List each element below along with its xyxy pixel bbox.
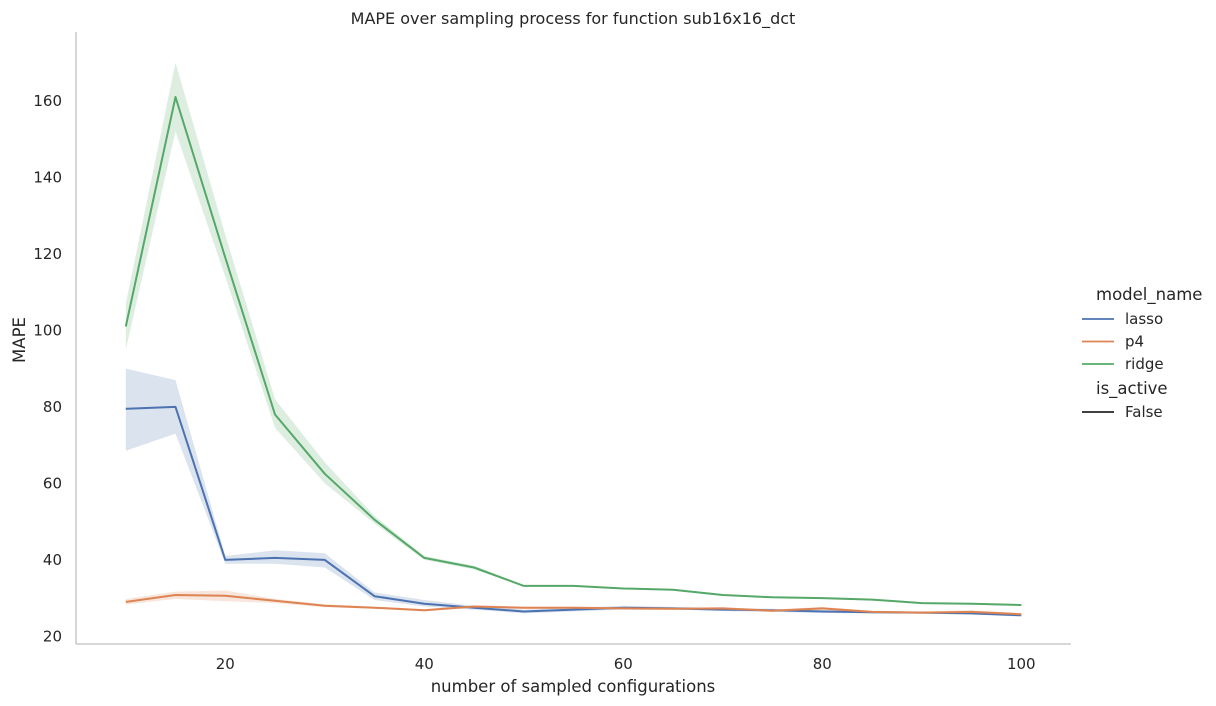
y-tick-label: 40 <box>43 551 62 569</box>
axes <box>75 32 1071 645</box>
y-tick-label: 100 <box>33 321 62 339</box>
chart-title: MAPE over sampling process for function … <box>351 9 796 29</box>
legend-label-ridge: ridge <box>1125 355 1164 373</box>
y-tick-label: 140 <box>33 168 62 186</box>
y-tick-label: 120 <box>33 245 62 263</box>
x-tick-label: 40 <box>415 655 434 673</box>
y-tick-labels: 20 40 60 80 100 120 140 160 <box>33 92 62 646</box>
legend-style-label: False <box>1125 403 1163 421</box>
x-tick-label: 100 <box>1007 655 1036 673</box>
y-tick-label: 80 <box>43 398 62 416</box>
y-axis-title: MAPE <box>10 317 29 363</box>
series-lines <box>124 96 1022 617</box>
y-tick-label: 160 <box>33 92 62 110</box>
line-lasso <box>125 405 1022 617</box>
y-tick-label: 60 <box>43 474 62 492</box>
legend-hue-title: model_name <box>1096 285 1202 305</box>
line-ridge <box>124 96 1022 606</box>
x-tick-label: 60 <box>614 655 633 673</box>
confidence-bands <box>125 62 1022 617</box>
x-tick-labels: 20 40 60 80 100 <box>216 655 1036 673</box>
x-tick-label: 80 <box>813 655 832 673</box>
band-ridge <box>125 62 1022 606</box>
x-axis-title: number of sampled configurations <box>431 677 716 696</box>
legend-label-lasso: lasso <box>1125 310 1163 328</box>
line-p4 <box>125 594 1022 616</box>
x-tick-label: 20 <box>216 655 235 673</box>
legend: model_name lasso p4 ridge is_active False <box>1082 285 1202 421</box>
band-lasso <box>125 368 1022 617</box>
y-tick-label: 20 <box>43 627 62 645</box>
legend-label-p4: p4 <box>1125 333 1144 351</box>
legend-style-title: is_active <box>1096 379 1168 399</box>
